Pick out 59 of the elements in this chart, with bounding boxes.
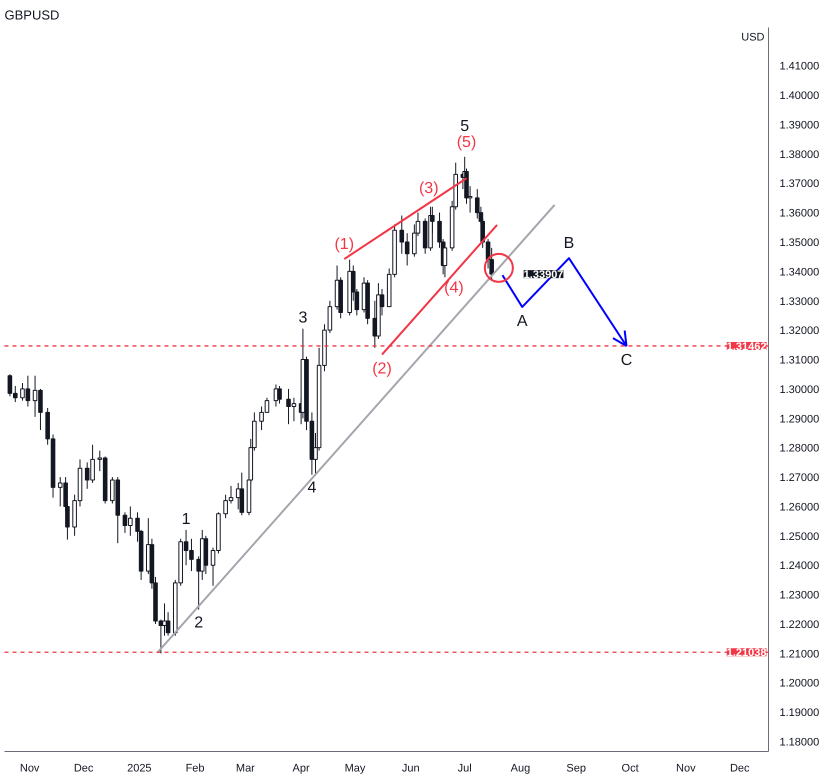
x-tick-label: Mar: [236, 762, 256, 774]
annotation: 2: [194, 614, 204, 632]
y-tick-label: 1.26000: [780, 501, 820, 514]
x-tick-label: Aug: [510, 762, 530, 774]
annotation: A: [516, 312, 528, 330]
x-tick-label: Dec: [730, 762, 750, 774]
annotation: C: [620, 352, 632, 370]
y-tick-label: 1.24000: [780, 560, 820, 572]
y-tick-label: 1.34000: [780, 266, 820, 278]
y-tick-label: 1.33000: [780, 296, 820, 308]
y-tick-label: 1.38000: [780, 148, 820, 161]
y-tick-label: 1.41000: [780, 60, 820, 73]
y-tick-label: 1.27000: [780, 472, 820, 484]
x-tick-label: Nov: [676, 762, 696, 774]
x-tick-label: Nov: [20, 762, 40, 774]
y-tick-label: 1.32000: [780, 325, 820, 338]
y-axis-title: USD: [741, 32, 765, 44]
y-tick-label: 1.25000: [780, 530, 820, 543]
x-tick-label: Jul: [458, 762, 472, 774]
candlestick: [239, 472, 244, 516]
ref-line-label: 1.31462: [726, 340, 767, 353]
x-tick-label: May: [344, 762, 366, 774]
annotation: (3): [418, 180, 439, 198]
y-tick-label: 1.39000: [780, 119, 820, 132]
annotation: 4: [307, 480, 316, 497]
y-tick-label: 1.18000: [780, 736, 820, 749]
annotation: (1): [334, 236, 354, 254]
candlestick: [162, 602, 167, 636]
y-tick-label: 1.22000: [780, 618, 820, 631]
x-tick-label: Apr: [292, 762, 310, 774]
y-tick-label: 1.19000: [780, 707, 820, 720]
candlestick: [474, 188, 480, 219]
x-tick-label: Oct: [622, 762, 639, 774]
y-tick-label: 1.37000: [780, 178, 820, 190]
annotation: 1: [182, 510, 191, 528]
annotation: 3: [298, 310, 308, 327]
annotation: (2): [372, 360, 392, 378]
y-tick-label: 1.31000: [780, 354, 820, 367]
y-tick-label: 1.21000: [780, 648, 820, 660]
x-tick-label: Dec: [74, 762, 94, 774]
y-tick-label: 1.35000: [780, 236, 820, 249]
annotation: (5): [456, 134, 476, 151]
y-tick-label: 1.36000: [780, 208, 820, 220]
chart-title: GBPUSD: [4, 8, 60, 22]
annotation: (4): [444, 279, 464, 296]
x-tick-label: Jun: [402, 762, 420, 774]
y-tick-label: 1.30000: [780, 384, 820, 396]
y-tick-label: 1.40000: [780, 90, 820, 102]
y-tick-label: 1.20000: [780, 678, 820, 690]
annotation: 5: [460, 118, 470, 135]
x-tick-label: 2025: [127, 762, 152, 774]
y-tick-label: 1.23000: [780, 590, 820, 602]
candlestick: [277, 385, 282, 404]
annotation: B: [564, 235, 574, 252]
x-tick-label: Feb: [186, 762, 205, 774]
x-tick-label: Sep: [566, 762, 586, 774]
y-tick-label: 1.29000: [780, 413, 820, 426]
y-tick-label: 1.28000: [780, 442, 820, 455]
ref-line-label: 1.21038: [726, 647, 767, 660]
